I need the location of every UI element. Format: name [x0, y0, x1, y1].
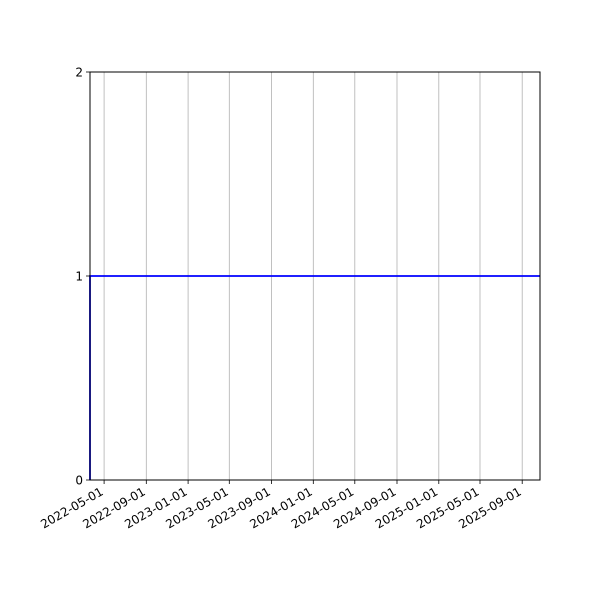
y-axis: 0 1 2: [75, 66, 90, 488]
series-line: [89, 275, 540, 480]
x-axis: 2022-05-012022-09-012023-01-012023-05-01…: [38, 480, 524, 531]
y-tick-label: 0: [75, 474, 83, 488]
y-tick-label: 1: [75, 270, 83, 284]
series-layer: [89, 275, 540, 480]
y-tick-label: 2: [75, 66, 83, 80]
